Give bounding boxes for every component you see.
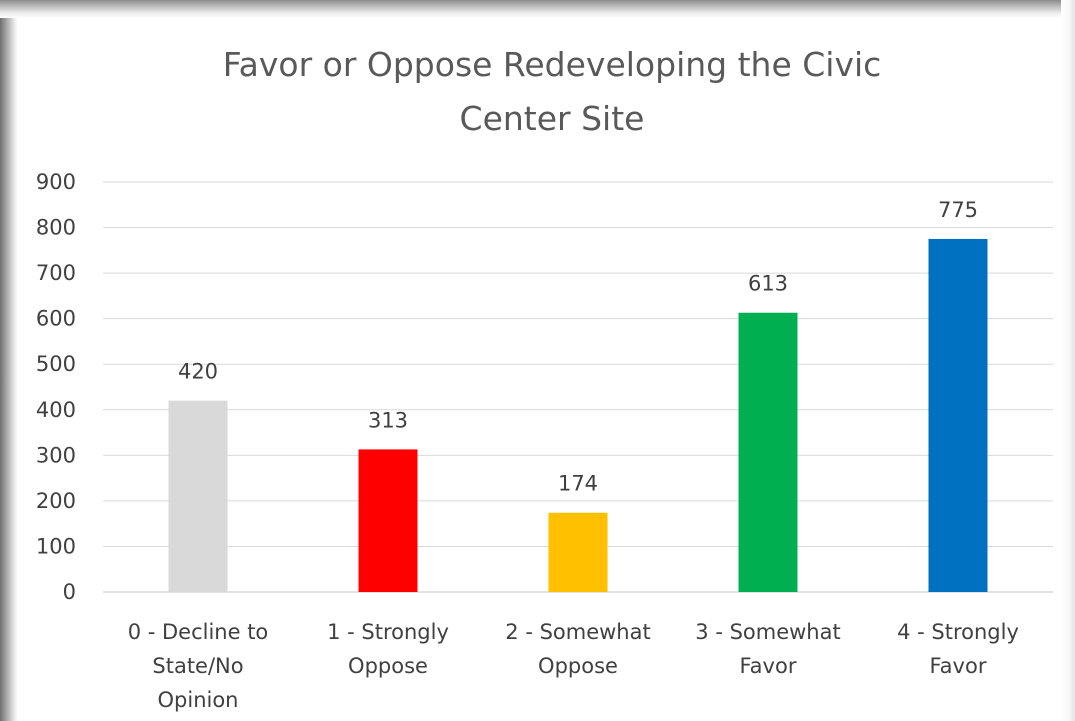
category-label: 4 - Strongly xyxy=(897,620,1019,644)
frame-shadow-right xyxy=(1061,0,1075,721)
category-label: Oppose xyxy=(538,654,618,678)
bar xyxy=(358,449,418,592)
category-label: 1 - Strongly xyxy=(327,620,449,644)
bar xyxy=(168,400,228,592)
bar xyxy=(548,512,608,592)
bar xyxy=(928,238,988,592)
y-tick-label: 900 xyxy=(36,170,76,194)
category-label: 0 - Decline to xyxy=(128,620,269,644)
category-label: State/No xyxy=(152,654,243,678)
category-label: Oppose xyxy=(348,654,428,678)
chart-title: Favor or Oppose Redeveloping the Civic Ce… xyxy=(223,45,882,138)
chart-area xyxy=(18,18,1061,721)
bars xyxy=(168,238,988,592)
y-tick-label: 500 xyxy=(36,352,76,376)
chart-title-line: Center Site xyxy=(460,99,645,138)
category-label: Favor xyxy=(930,654,987,678)
y-tick-label: 300 xyxy=(36,443,76,467)
data-labels: 420 313 174 613 775 xyxy=(178,198,978,496)
y-tick-label: 100 xyxy=(36,534,76,558)
y-tick-label: 600 xyxy=(36,307,76,331)
y-tick-label: 400 xyxy=(36,398,76,422)
bar-value-label: 174 xyxy=(558,472,598,496)
x-axis-categories: 0 - Decline to State/No Opinion 1 - Strongl… xyxy=(128,620,1019,712)
category-label: Opinion xyxy=(158,688,239,712)
y-tick-label: 700 xyxy=(36,261,76,285)
category-label: 2 - Somewhat xyxy=(505,620,650,644)
bar xyxy=(738,312,798,592)
bar-value-label: 420 xyxy=(178,360,218,384)
y-tick-label: 200 xyxy=(36,489,76,513)
bar-value-label: 775 xyxy=(938,198,978,222)
y-axis-ticks: 0 100 200 300 400 500 600 700 800 900 xyxy=(36,170,76,604)
category-label: Favor xyxy=(740,654,797,678)
bar-value-label: 313 xyxy=(368,408,408,432)
y-tick-label: 800 xyxy=(36,216,76,240)
y-tick-label: 0 xyxy=(63,580,76,604)
category-label: 3 - Somewhat xyxy=(695,620,840,644)
bar-value-label: 613 xyxy=(748,272,788,296)
gridlines xyxy=(103,181,1053,593)
frame-shadow-top xyxy=(0,0,1075,18)
chart-title-line: Favor or Oppose Redeveloping the Civic xyxy=(223,45,882,84)
